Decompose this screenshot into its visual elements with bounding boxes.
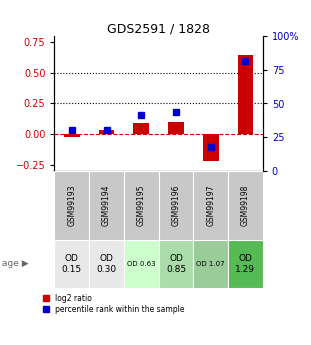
Text: GSM99196: GSM99196	[171, 185, 180, 226]
Bar	[124, 171, 159, 240]
Title: GDS2591 / 1828: GDS2591 / 1828	[107, 22, 210, 35]
Text: OD
0.15: OD 0.15	[62, 254, 82, 274]
Text: GSM99194: GSM99194	[102, 185, 111, 226]
Bar	[228, 171, 263, 240]
Legend: log2 ratio, percentile rank within the sample: log2 ratio, percentile rank within the s…	[43, 294, 184, 314]
Bar	[124, 240, 159, 288]
Text: GSM99198: GSM99198	[241, 185, 250, 226]
Text: OD
0.30: OD 0.30	[96, 254, 117, 274]
Bar	[203, 134, 219, 161]
Text: OD 0.63: OD 0.63	[127, 261, 156, 267]
Bar	[133, 123, 149, 134]
Text: OD
1.29: OD 1.29	[235, 254, 255, 274]
Bar	[193, 240, 228, 288]
Bar	[168, 122, 184, 134]
Bar	[99, 130, 114, 134]
Bar	[54, 171, 89, 240]
Bar	[238, 55, 253, 134]
Bar	[54, 240, 89, 288]
Bar	[64, 134, 80, 137]
Bar	[159, 240, 193, 288]
Text: age ▶: age ▶	[2, 259, 28, 268]
Text: GSM99197: GSM99197	[206, 185, 215, 226]
Bar	[89, 240, 124, 288]
Text: OD 1.07: OD 1.07	[196, 261, 225, 267]
Bar	[228, 240, 263, 288]
Text: GSM99193: GSM99193	[67, 185, 76, 226]
Bar	[193, 171, 228, 240]
Text: GSM99195: GSM99195	[137, 185, 146, 226]
Text: OD
0.85: OD 0.85	[166, 254, 186, 274]
Bar	[89, 171, 124, 240]
Bar	[159, 171, 193, 240]
